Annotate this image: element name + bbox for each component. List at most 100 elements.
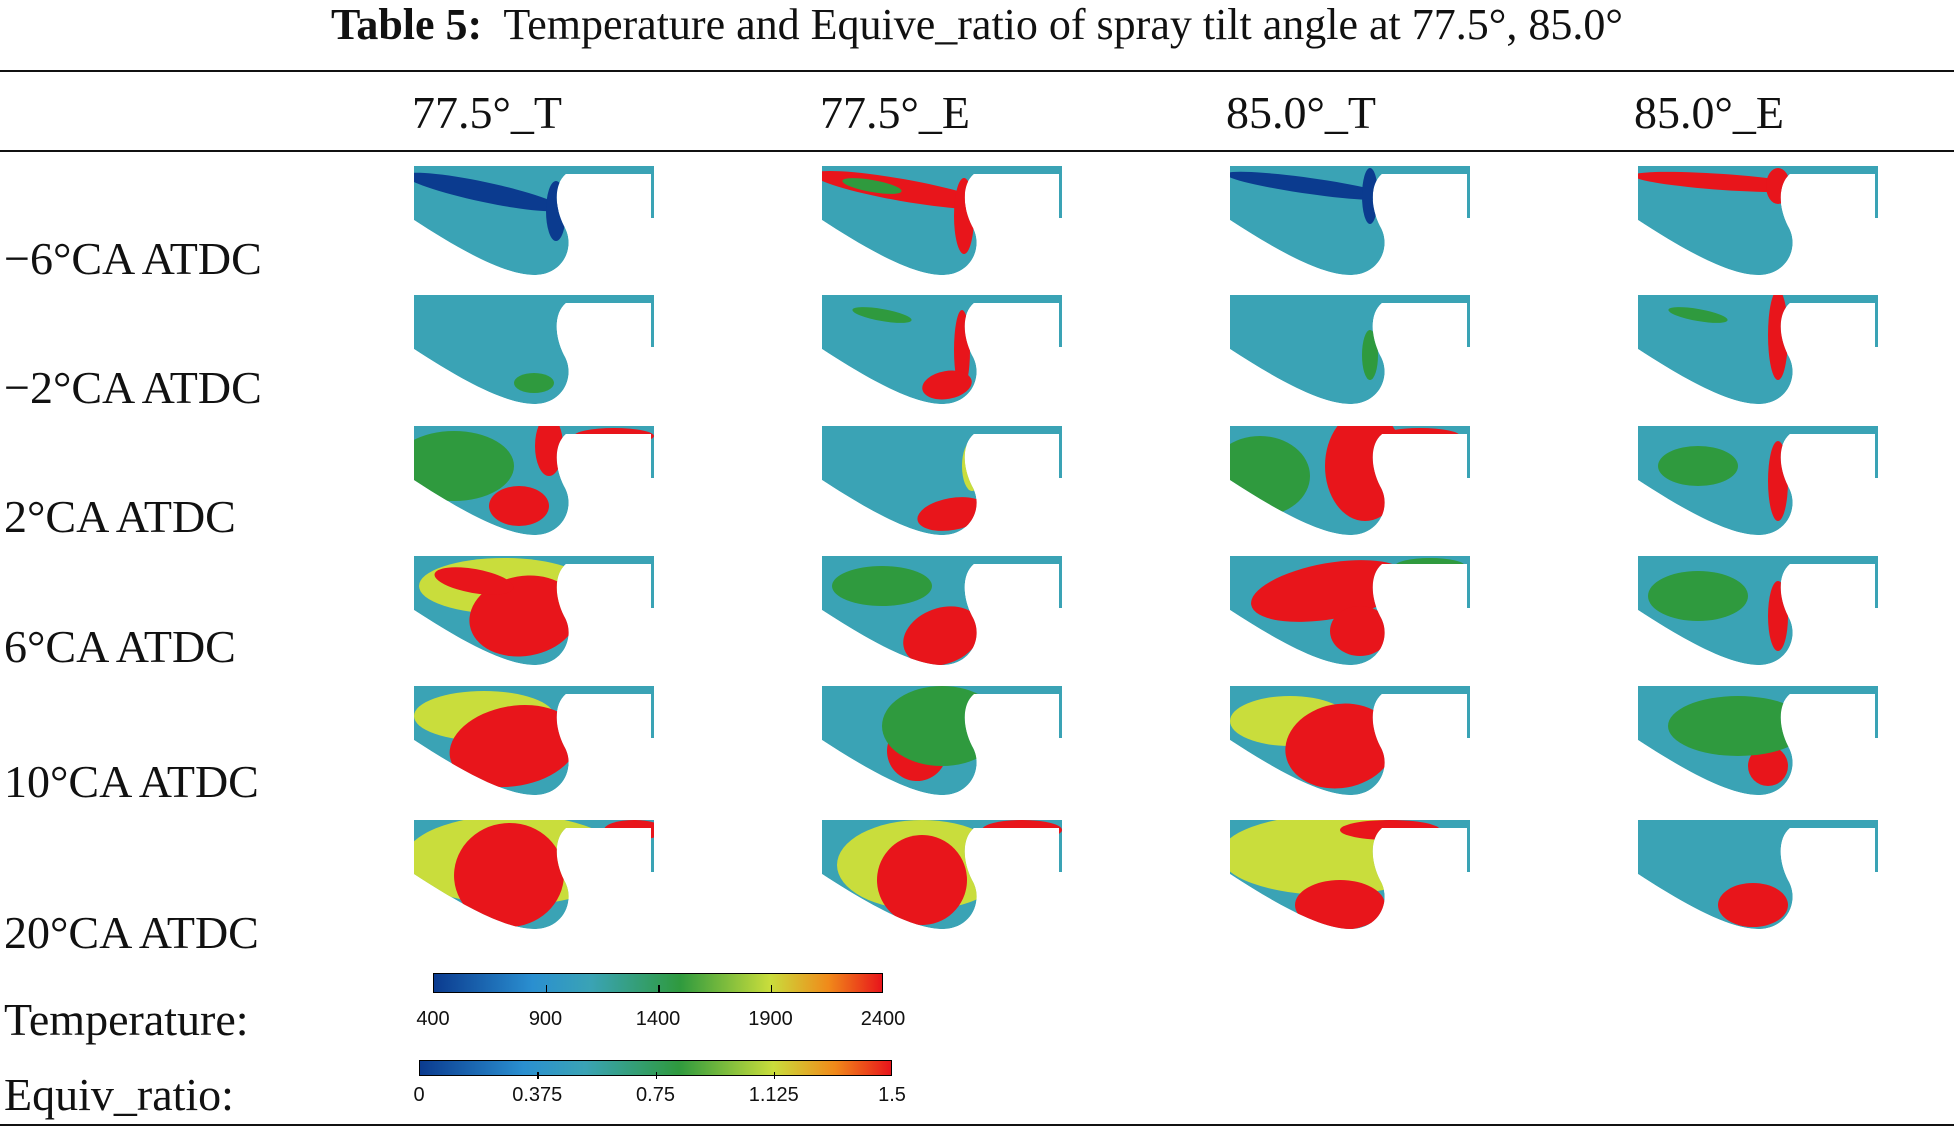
- temp-tick-label: 2400: [860, 1008, 906, 1030]
- cell-r2-c2: [1230, 426, 1470, 536]
- temp-tick-label: 1900: [748, 1008, 793, 1030]
- equiv-tick: [773, 1072, 776, 1079]
- caption-text: Temperature and Equive_ratio of spray ti…: [503, 0, 1623, 49]
- cell-r4-c0: [414, 686, 654, 796]
- field-region: [489, 486, 549, 526]
- field-region: [469, 575, 579, 657]
- field-region: [917, 497, 987, 531]
- cell-r0-c2: [1230, 166, 1470, 276]
- field-region: [1340, 820, 1440, 840]
- field-region: [882, 686, 1002, 766]
- chamber-background: [1638, 820, 1878, 930]
- row-header-1: −2°CA ATDC: [4, 362, 262, 413]
- field-region: [842, 178, 902, 194]
- equiv-tick-label: 1.5: [878, 1084, 906, 1106]
- field-region: [1648, 571, 1748, 621]
- equiv-ratio-label: Equiv_ratio:: [4, 1069, 234, 1120]
- temp-tick: [770, 985, 772, 992]
- field-region: [877, 835, 967, 925]
- field-region: [1251, 560, 1409, 622]
- equiv-tick: [655, 1072, 657, 1079]
- table-caption: Table 5: Temperature and Equive_ratio of…: [0, 0, 1954, 50]
- field-region: [922, 370, 972, 400]
- field-region: [1766, 168, 1790, 204]
- field-region: [954, 178, 974, 254]
- temp-tick: [545, 985, 547, 992]
- cell-r5-c0: [414, 820, 654, 930]
- field-region: [1295, 880, 1385, 930]
- cell-r1-c0: [414, 295, 654, 405]
- field-region: [1668, 307, 1728, 323]
- chamber-background: [414, 295, 654, 405]
- row-header-0: −6°CA ATDC: [4, 233, 262, 284]
- temp-tick-label: 1400: [635, 1008, 681, 1030]
- chamber-background: [822, 426, 1062, 536]
- cell-r0-c0: [414, 166, 654, 276]
- cell-r5-c2: [1230, 820, 1470, 930]
- field-region: [1668, 696, 1808, 756]
- field-region: [1330, 606, 1390, 656]
- field-region: [434, 567, 514, 595]
- chamber-background: [1638, 166, 1878, 276]
- field-region: [1230, 436, 1310, 516]
- cell-r2-c0: [414, 426, 654, 536]
- field-region: [1395, 558, 1465, 574]
- cell-r4-c3: [1638, 686, 1878, 796]
- field-region: [903, 606, 981, 666]
- column-header-0: 77.5°_T: [412, 87, 562, 138]
- column-header-1: 77.5°_E: [820, 87, 970, 138]
- cell-r4-c2: [1230, 686, 1470, 796]
- field-region: [1658, 446, 1738, 486]
- cell-r4-c1: [822, 686, 1062, 796]
- cell-r3-c0: [414, 556, 654, 666]
- chamber-background: [1638, 295, 1878, 405]
- equiv-tick-label: 0: [413, 1084, 425, 1106]
- field-region: [1380, 428, 1460, 444]
- field-region: [1230, 171, 1395, 201]
- cell-r2-c1: [822, 426, 1062, 536]
- field-region: [414, 431, 514, 501]
- field-region: [962, 441, 982, 491]
- field-region: [604, 820, 654, 840]
- temp-tick: [658, 985, 660, 992]
- field-region: [414, 172, 563, 212]
- field-region: [454, 822, 564, 928]
- field-region: [832, 566, 932, 606]
- field-region: [1362, 168, 1378, 224]
- column-header-3: 85.0°_E: [1634, 87, 1784, 138]
- equiv-tick-label: 1.125: [748, 1084, 799, 1106]
- row-header-5: 20°CA ATDC: [4, 907, 259, 958]
- field-region: [546, 181, 566, 241]
- row-header-3: 6°CA ATDC: [4, 621, 236, 672]
- cell-r1-c3: [1638, 295, 1878, 405]
- cell-r0-c1: [822, 166, 1062, 276]
- field-region: [535, 426, 563, 476]
- field-region: [449, 705, 579, 787]
- field-region: [574, 428, 654, 444]
- temp-tick-label: 400: [416, 1008, 450, 1030]
- field-region: [982, 820, 1062, 840]
- header-rule: [0, 150, 1954, 152]
- field-region: [1285, 703, 1395, 789]
- field-region: [1748, 746, 1788, 786]
- field-region: [852, 307, 912, 323]
- field-region: [514, 373, 554, 393]
- field-region: [1768, 441, 1788, 521]
- cell-r5-c1: [822, 820, 1062, 930]
- temp-tick-label: 900: [528, 1008, 563, 1030]
- cell-r2-c3: [1638, 426, 1878, 536]
- cell-r3-c1: [822, 556, 1062, 666]
- bottom-rule: [0, 1124, 1954, 1126]
- temperature-label: Temperature:: [4, 994, 249, 1045]
- row-header-4: 10°CA ATDC: [4, 756, 259, 807]
- chamber-background: [1230, 166, 1470, 276]
- equiv-tick: [537, 1072, 539, 1079]
- cell-r1-c1: [822, 295, 1062, 405]
- field-region: [1325, 426, 1405, 521]
- top-rule: [0, 70, 1954, 72]
- cell-r0-c3: [1638, 166, 1878, 276]
- field-region: [1768, 581, 1788, 651]
- chamber-background: [1230, 295, 1470, 405]
- cell-r3-c2: [1230, 556, 1470, 666]
- column-header-2: 85.0°_T: [1226, 87, 1376, 138]
